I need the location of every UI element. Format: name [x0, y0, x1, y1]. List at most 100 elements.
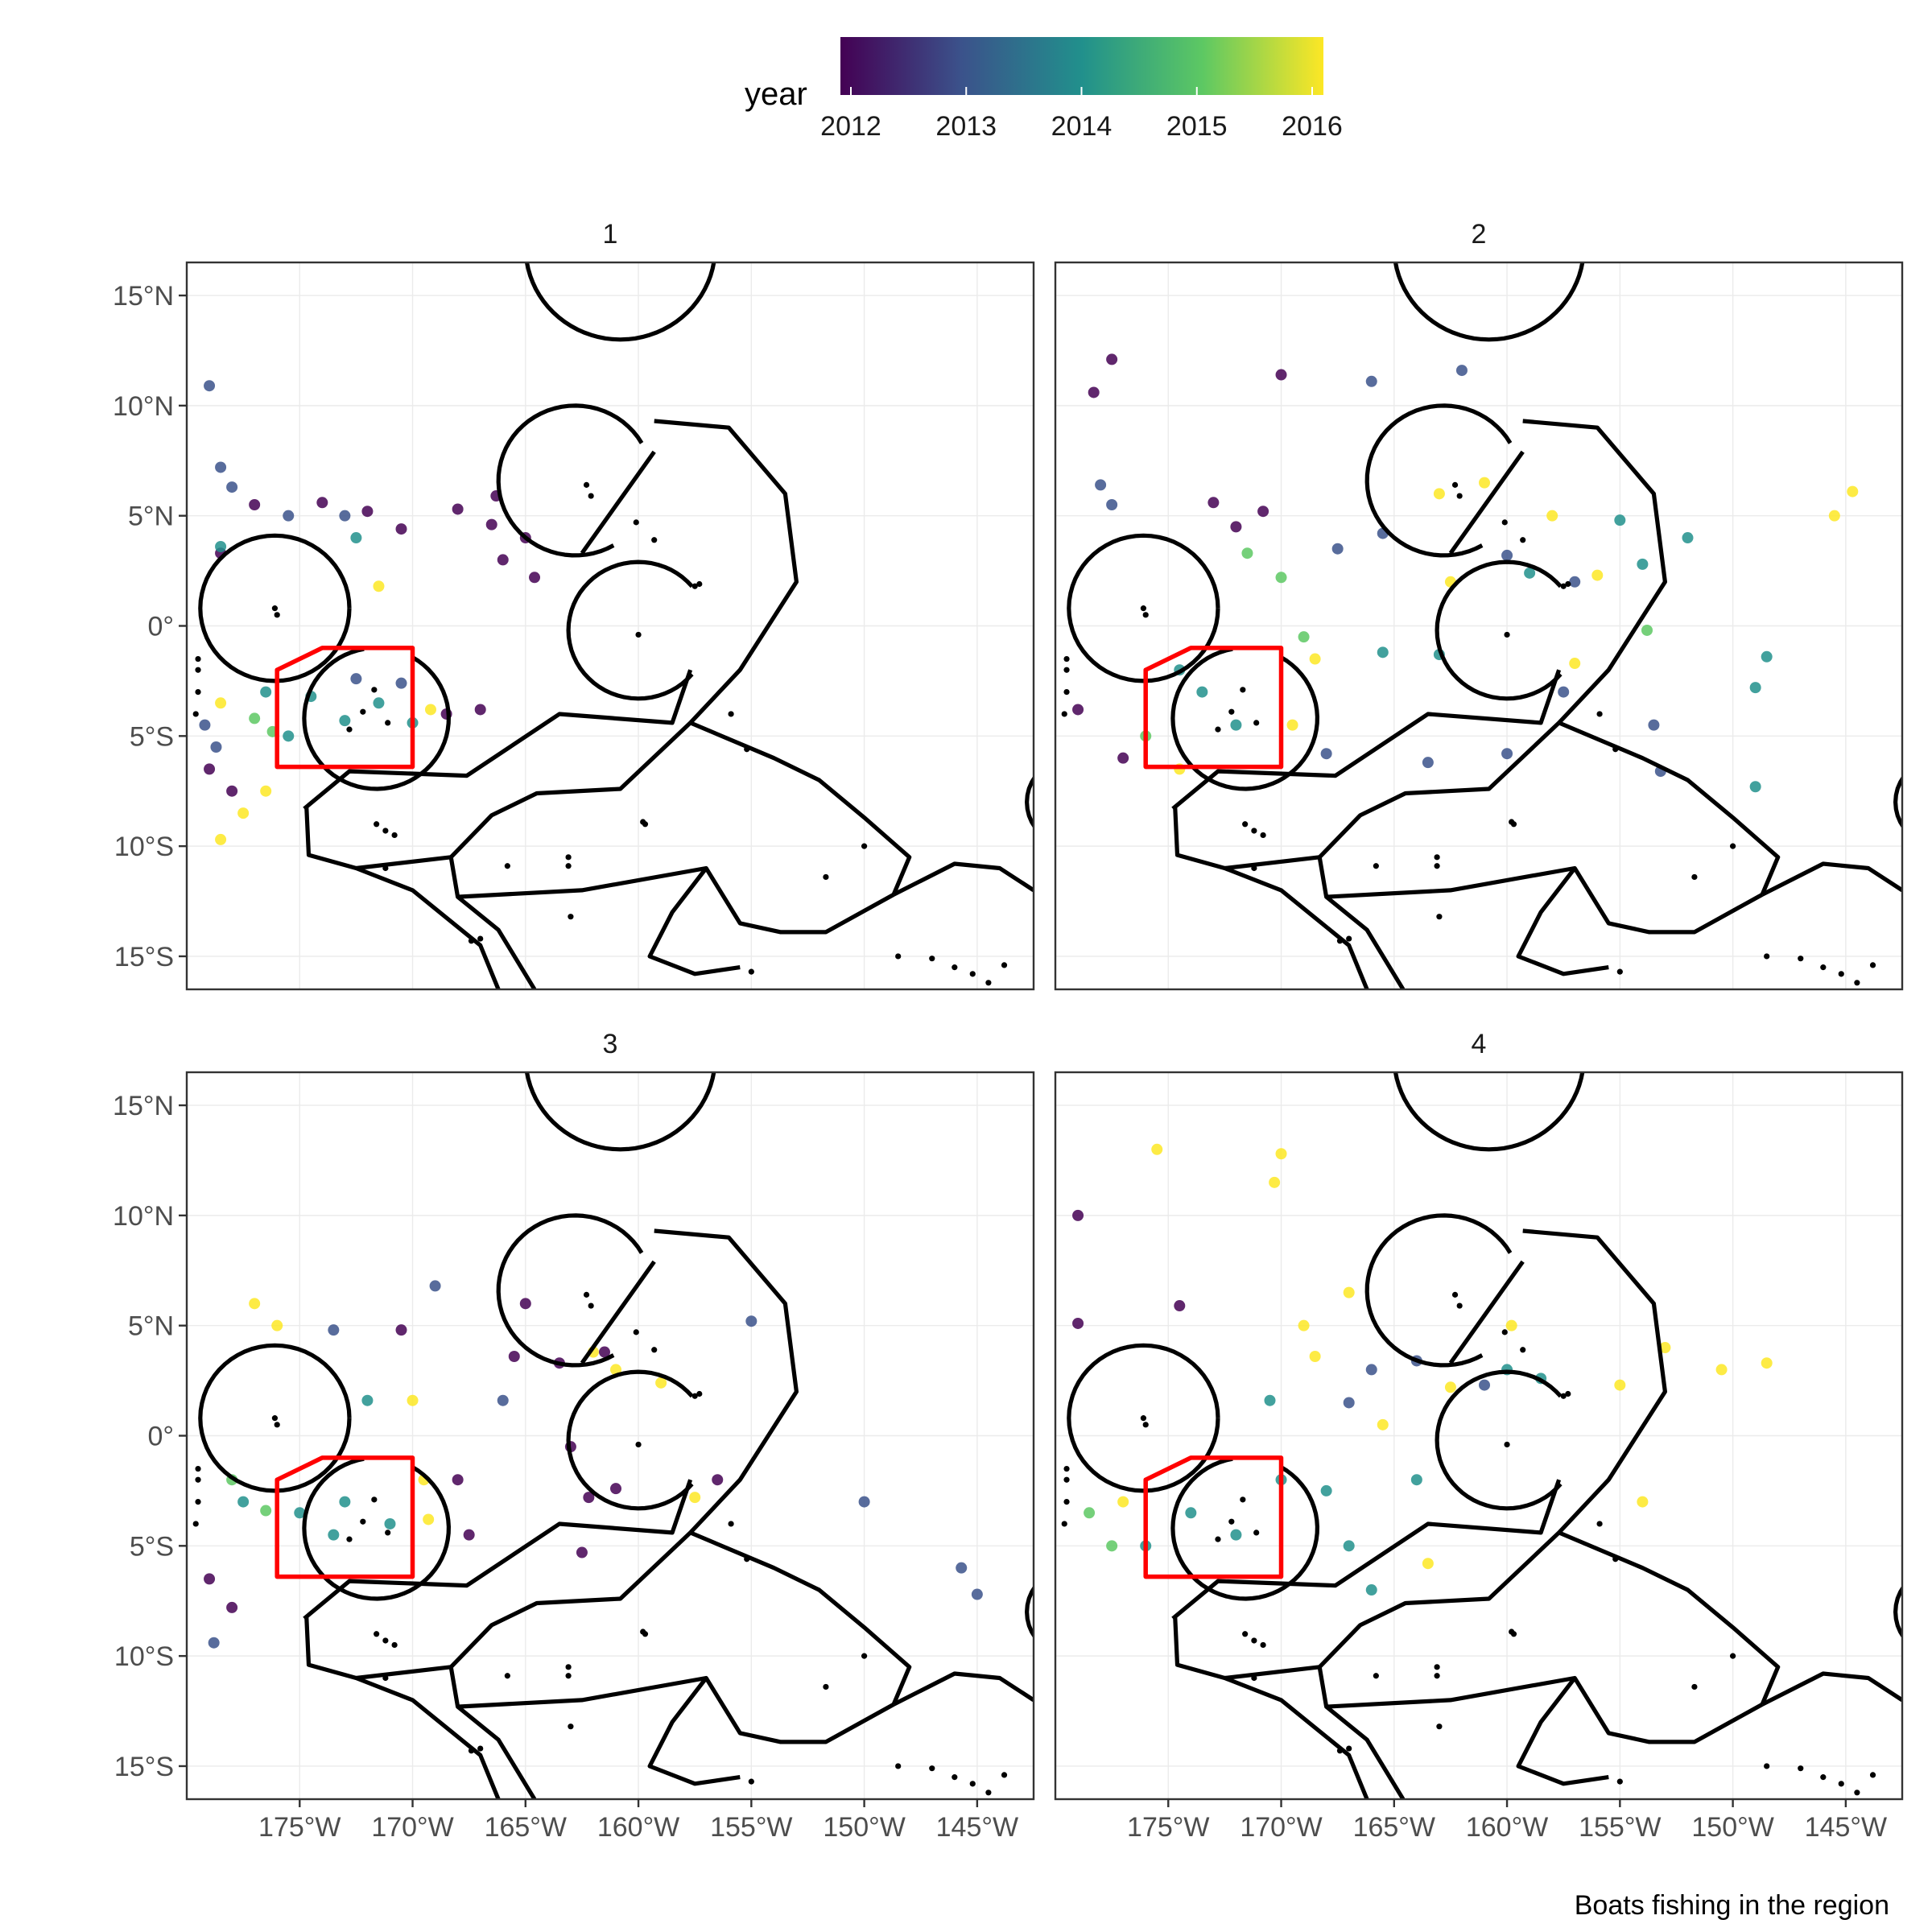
x-axis: 175°W 170°W 165°W 160°W 155°W 150°W 145°W: [258, 1799, 1018, 1843]
boat-point: [1072, 1317, 1084, 1329]
island: [1451, 481, 1459, 488]
eez-boundary: [449, 1531, 692, 1669]
eez-boundary: [1393, 1072, 1585, 1152]
boat-point: [1196, 686, 1208, 698]
boat-point: [271, 1319, 283, 1331]
boat-point: [1641, 624, 1653, 636]
boat-point: [1715, 1364, 1728, 1376]
boat-point: [1749, 781, 1761, 793]
island: [477, 935, 484, 942]
eez-boundary: [1067, 1343, 1220, 1493]
boat-point: [373, 580, 385, 592]
island: [1061, 1521, 1067, 1527]
boat-point: [1208, 497, 1220, 509]
boat-point: [1455, 365, 1468, 377]
island: [895, 953, 902, 960]
boat-point: [956, 1562, 968, 1574]
island: [1764, 953, 1770, 960]
x-tick-label: 165°W: [1353, 1812, 1435, 1843]
boat-point: [1072, 1209, 1084, 1221]
island: [728, 1521, 734, 1527]
island: [823, 1683, 829, 1690]
island: [1434, 863, 1440, 869]
eez-boundary: [1171, 669, 1562, 811]
island: [568, 914, 574, 920]
y-tick-label: 5°N: [128, 502, 174, 532]
eez-boundary: [1170, 646, 1319, 791]
boat-point: [1320, 748, 1332, 760]
boat-point: [1257, 506, 1269, 518]
island: [371, 1496, 378, 1503]
boat-point: [208, 1637, 220, 1649]
eez-boundary: [1326, 865, 1764, 935]
island: [1063, 655, 1070, 663]
panel-border: [1054, 1071, 1904, 1801]
boat-point: [339, 510, 351, 522]
boat-point: [260, 785, 272, 797]
island: [382, 1637, 389, 1644]
boat-point: [1569, 576, 1581, 588]
boat-point: [1185, 1507, 1197, 1519]
colorbar: [840, 37, 1323, 95]
eez-boundary: [1522, 1228, 1667, 1534]
island: [1560, 583, 1567, 589]
y-axis: 15°N 10°N 5°N 0° 5°S 10°S 15°S: [113, 281, 187, 972]
island: [565, 1664, 572, 1670]
island: [691, 583, 698, 589]
island: [635, 1441, 642, 1448]
boat-point: [316, 497, 328, 509]
boat-point: [1151, 1143, 1163, 1155]
island: [1504, 631, 1510, 638]
boat-point: [204, 1573, 216, 1585]
island: [1583, 991, 1589, 997]
gridlines: [1055, 262, 1902, 989]
boat-point: [204, 380, 216, 392]
boat-point: [395, 1324, 407, 1336]
island: [374, 821, 380, 828]
eez-boundary: [303, 1479, 693, 1620]
island: [192, 1521, 199, 1527]
island: [1228, 708, 1235, 715]
boat-point: [350, 532, 362, 544]
eez-boundary: [1067, 533, 1220, 683]
island: [1142, 612, 1149, 618]
study-area-box: [275, 646, 415, 770]
island: [385, 720, 391, 726]
eez-boundary: [1893, 1584, 1902, 1639]
eez-boundary: [1516, 1676, 1609, 1786]
eez-boundary: [524, 262, 716, 342]
eez-boundary: [457, 1675, 895, 1744]
boat-point: [1230, 521, 1242, 533]
island: [274, 1422, 280, 1428]
island: [346, 726, 353, 733]
eez-boundary: [647, 866, 741, 976]
boat-point: [361, 506, 374, 518]
eez-boundaries: [198, 262, 1034, 989]
eez-boundary: [1173, 1616, 1369, 1799]
boat-point: [1761, 650, 1773, 663]
boat-tracks: [1072, 353, 1859, 793]
island: [1063, 688, 1070, 696]
island: [1434, 1673, 1440, 1679]
island: [195, 655, 201, 663]
island: [861, 1653, 868, 1659]
study-area-box: [275, 1455, 415, 1579]
y-tick-label: 10°S: [114, 832, 174, 862]
legend-ticks: 2012 2013 2014 2015 2016: [820, 87, 1343, 142]
boat-point: [407, 1394, 419, 1406]
y-tick-label: 15°N: [113, 1091, 174, 1121]
eez-boundary: [566, 559, 694, 701]
island: [1251, 1674, 1257, 1682]
eez-boundary: [1448, 450, 1525, 555]
boat-point: [395, 677, 407, 689]
island: [1336, 1748, 1344, 1754]
boat-point: [1264, 1394, 1276, 1406]
boat-point: [1377, 1418, 1389, 1430]
island: [1616, 1778, 1623, 1785]
boat-point: [215, 833, 227, 845]
eez-boundary: [1171, 1479, 1562, 1620]
island: [195, 1498, 201, 1505]
island: [504, 863, 510, 869]
boat-point: [1088, 386, 1100, 398]
island: [1251, 828, 1257, 834]
